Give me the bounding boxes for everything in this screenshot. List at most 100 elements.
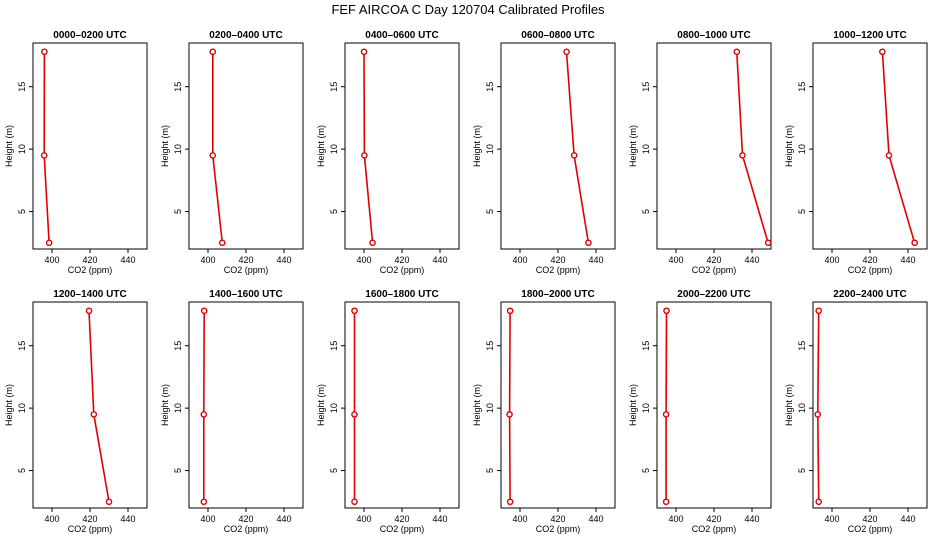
y-tick-label-2-1: 5 — [173, 209, 183, 214]
y-axis-label-3: Height (m) — [316, 125, 326, 167]
x-axis-label-2: CO2 (ppm) — [224, 265, 269, 275]
y-axis-label-8: Height (m) — [160, 384, 170, 426]
x-axis-label-12: CO2 (ppm) — [848, 524, 893, 534]
y-tick-label-9-1: 5 — [329, 468, 339, 473]
profile-point-5-1 — [733, 48, 741, 56]
y-tick-label-3-1: 5 — [329, 209, 339, 214]
y-tick-label-1-3: 15 — [17, 82, 27, 92]
profile-line-3 — [363, 51, 374, 243]
y-tick-label-12-1: 5 — [797, 468, 807, 473]
panel-title-8: 1400–1600 UTC — [209, 289, 282, 300]
profile-line-1 — [43, 51, 50, 243]
profile-point-9-3 — [351, 498, 358, 506]
profile-point-4-3 — [585, 239, 592, 247]
plot-frame-8 — [188, 301, 304, 509]
x-axis-label-10: CO2 (ppm) — [536, 524, 581, 534]
profile-line-2 — [212, 51, 224, 243]
y-tick-label-9-2: 10 — [329, 403, 339, 413]
x-tick-label-5-1: 400 — [668, 255, 683, 265]
y-axis-label-4: Height (m) — [472, 125, 482, 167]
profile-point-6-3 — [911, 239, 918, 247]
x-tick-label-8-1: 400 — [200, 514, 215, 524]
x-tick-label-2-1: 400 — [200, 255, 215, 265]
profile-point-2-2 — [209, 152, 217, 159]
y-axis-label-1: Height (m) — [4, 125, 14, 167]
panel-title-7: 1200–1400 UTC — [53, 289, 126, 300]
y-axis-label-5: Height (m) — [628, 125, 638, 167]
profile-point-1-1 — [41, 48, 48, 56]
profile-point-4-1 — [563, 48, 570, 56]
x-tick-label-12-1: 400 — [824, 514, 839, 524]
x-tick-label-9-1: 400 — [356, 514, 371, 524]
y-axis-label-9: Height (m) — [316, 384, 326, 426]
x-tick-label-10-1: 400 — [512, 514, 527, 524]
profile-point-7-3 — [105, 498, 113, 506]
plot-frame-6 — [812, 42, 928, 250]
plot-frame-12 — [812, 301, 928, 509]
x-tick-label-12-3: 440 — [900, 514, 915, 524]
profile-line-6 — [881, 51, 916, 244]
profile-point-2-3 — [218, 239, 226, 247]
profile-point-5-2 — [739, 152, 746, 159]
y-tick-label-7-1: 5 — [17, 468, 27, 473]
x-axis-label-9: CO2 (ppm) — [380, 524, 425, 534]
profile-point-12-1 — [815, 307, 823, 315]
y-tick-label-5-2: 10 — [641, 144, 651, 154]
y-tick-label-12-3: 15 — [797, 341, 807, 351]
profile-point-9-2 — [351, 411, 358, 418]
x-tick-label-4-1: 400 — [512, 255, 527, 265]
profile-point-7-1 — [85, 307, 93, 315]
profile-point-6-2 — [885, 152, 893, 159]
profile-point-12-3 — [815, 498, 823, 506]
x-tick-label-5-3: 440 — [744, 255, 759, 265]
x-tick-label-2-3: 440 — [276, 255, 291, 265]
x-tick-label-9-3: 440 — [432, 514, 447, 524]
figure-title: FEF AIRCOA C Day 120704 Calibrated Profi… — [331, 2, 605, 17]
panel-title-9: 1600–1800 UTC — [365, 289, 438, 300]
y-tick-label-8-3: 15 — [173, 341, 183, 351]
x-tick-label-3-2: 420 — [394, 255, 409, 265]
profile-point-1-3 — [45, 239, 53, 247]
profile-point-10-1 — [506, 307, 514, 315]
x-tick-label-2-2: 420 — [238, 255, 253, 265]
plot-frame-11 — [656, 301, 772, 509]
x-tick-label-4-2: 420 — [550, 255, 565, 265]
y-tick-label-10-2: 10 — [485, 403, 495, 413]
y-axis-label-10: Height (m) — [472, 384, 482, 426]
profile-point-11-1 — [663, 307, 670, 315]
x-tick-label-9-2: 420 — [394, 514, 409, 524]
profile-point-3-2 — [361, 152, 368, 159]
x-tick-label-6-1: 400 — [824, 255, 839, 265]
x-tick-label-7-3: 440 — [120, 514, 135, 524]
y-tick-label-11-1: 5 — [641, 468, 651, 473]
y-tick-label-5-1: 5 — [641, 209, 651, 214]
profile-point-11-3 — [662, 498, 670, 506]
y-axis-label-11: Height (m) — [628, 384, 638, 426]
y-tick-label-1-2: 10 — [17, 144, 27, 154]
y-axis-label-2: Height (m) — [160, 125, 170, 167]
profile-line-7 — [88, 310, 110, 502]
x-tick-label-5-2: 420 — [706, 255, 721, 265]
x-tick-label-1-3: 440 — [120, 255, 135, 265]
x-tick-label-11-1: 400 — [668, 514, 683, 524]
x-tick-label-1-1: 400 — [44, 255, 59, 265]
panel-title-11: 2000–2200 UTC — [677, 289, 750, 300]
y-axis-label-6: Height (m) — [784, 125, 794, 167]
y-tick-label-4-2: 10 — [485, 144, 495, 154]
profile-point-1-2 — [40, 152, 48, 159]
profile-point-10-2 — [506, 411, 513, 418]
x-axis-label-1: CO2 (ppm) — [68, 265, 113, 275]
profile-line-10 — [508, 310, 511, 502]
profile-point-8-3 — [200, 498, 208, 506]
panel-title-12: 2200–2400 UTC — [833, 289, 906, 300]
plot-frame-4 — [500, 42, 616, 250]
y-tick-label-3-3: 15 — [329, 82, 339, 92]
x-tick-label-11-3: 440 — [744, 514, 759, 524]
panel-title-4: 0600–0800 UTC — [521, 30, 594, 41]
y-tick-label-8-1: 5 — [173, 468, 183, 473]
profile-line-5 — [736, 51, 769, 244]
x-tick-label-3-3: 440 — [432, 255, 447, 265]
x-tick-label-10-2: 420 — [550, 514, 565, 524]
profile-line-4 — [565, 51, 590, 243]
profile-point-12-2 — [814, 411, 822, 418]
